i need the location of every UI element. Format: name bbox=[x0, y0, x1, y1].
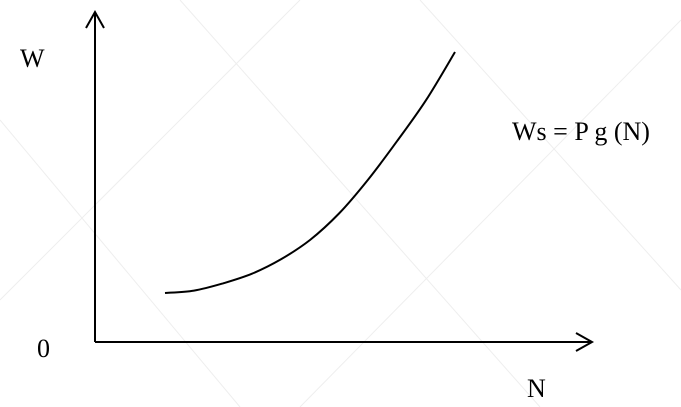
y-axis-label: W bbox=[20, 44, 45, 73]
x-axis-label: N bbox=[527, 374, 546, 403]
curve-annotation: Ws = P g (N) bbox=[512, 117, 650, 146]
y-axis-arrowhead bbox=[85, 9, 105, 29]
curve-line bbox=[164, 51, 456, 294]
axes bbox=[85, 9, 595, 352]
x-axis-arrowhead bbox=[575, 332, 595, 352]
origin-label: 0 bbox=[37, 334, 50, 363]
